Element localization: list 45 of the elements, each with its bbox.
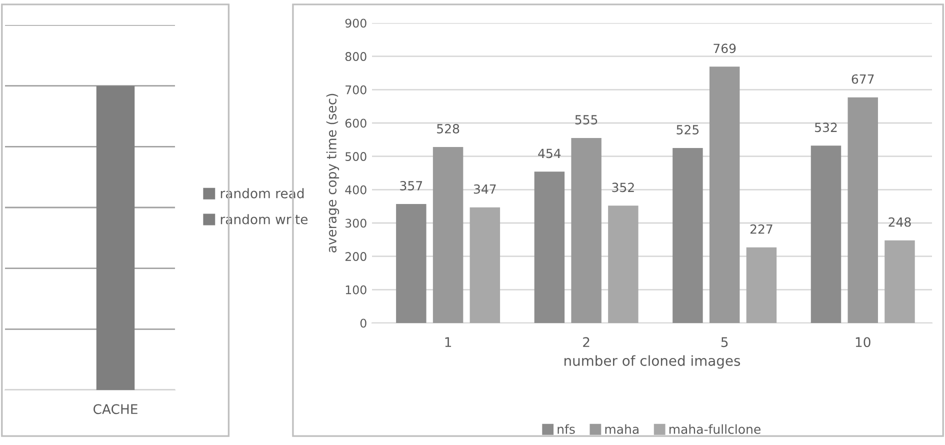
y-tick-label: 800 — [345, 52, 366, 61]
bar — [672, 148, 703, 323]
x-tick-label: CACHE — [94, 404, 138, 414]
data-label: 248 — [888, 217, 911, 227]
data-label: 352 — [612, 182, 634, 192]
data-label: 532 — [815, 122, 837, 132]
y-tick-label: 500 — [346, 152, 366, 161]
bar — [810, 146, 842, 323]
data-label: 454 — [538, 148, 561, 158]
y-tick-label: 300 — [346, 218, 366, 228]
data-label: 357 — [400, 181, 422, 190]
data-label: 677 — [852, 74, 874, 84]
legend-label: maha-fullclone — [669, 424, 760, 434]
y-tick-label: 200 — [345, 252, 366, 261]
y-tick-label: 100 — [346, 285, 366, 294]
data-label: 555 — [575, 115, 598, 124]
data-label: 347 — [474, 184, 496, 194]
bar — [608, 206, 638, 323]
bar — [534, 172, 565, 323]
y-tick-label: 900 — [345, 18, 366, 28]
y-tick-label: 600 — [345, 118, 366, 128]
y-tick-label: 0 — [360, 318, 366, 328]
bar — [884, 240, 915, 323]
data-label: 528 — [437, 124, 460, 134]
x-tick-label: 2 — [583, 337, 590, 347]
y-tick-label: 400 — [345, 185, 366, 194]
bar — [746, 247, 777, 323]
legend-label: maha — [605, 424, 638, 434]
x-axis-title: number of cloned images — [564, 355, 740, 369]
bar — [432, 147, 464, 323]
legend-label: nfs — [558, 424, 575, 434]
y-axis-title: average copy time (sec) — [326, 94, 340, 252]
bar — [848, 97, 878, 323]
legend-label: random read — [220, 188, 304, 198]
x-tick-label: 1 — [445, 337, 452, 347]
data-label: 525 — [676, 125, 699, 134]
bar — [709, 66, 740, 323]
data-label: 227 — [750, 224, 772, 234]
y-tick-label: 700 — [346, 85, 366, 94]
x-tick-label: 10 — [856, 337, 870, 348]
data-label: 769 — [714, 44, 736, 54]
bar — [571, 138, 602, 323]
x-tick-label: 5 — [721, 337, 728, 348]
bar — [396, 204, 426, 323]
bar — [470, 207, 500, 323]
